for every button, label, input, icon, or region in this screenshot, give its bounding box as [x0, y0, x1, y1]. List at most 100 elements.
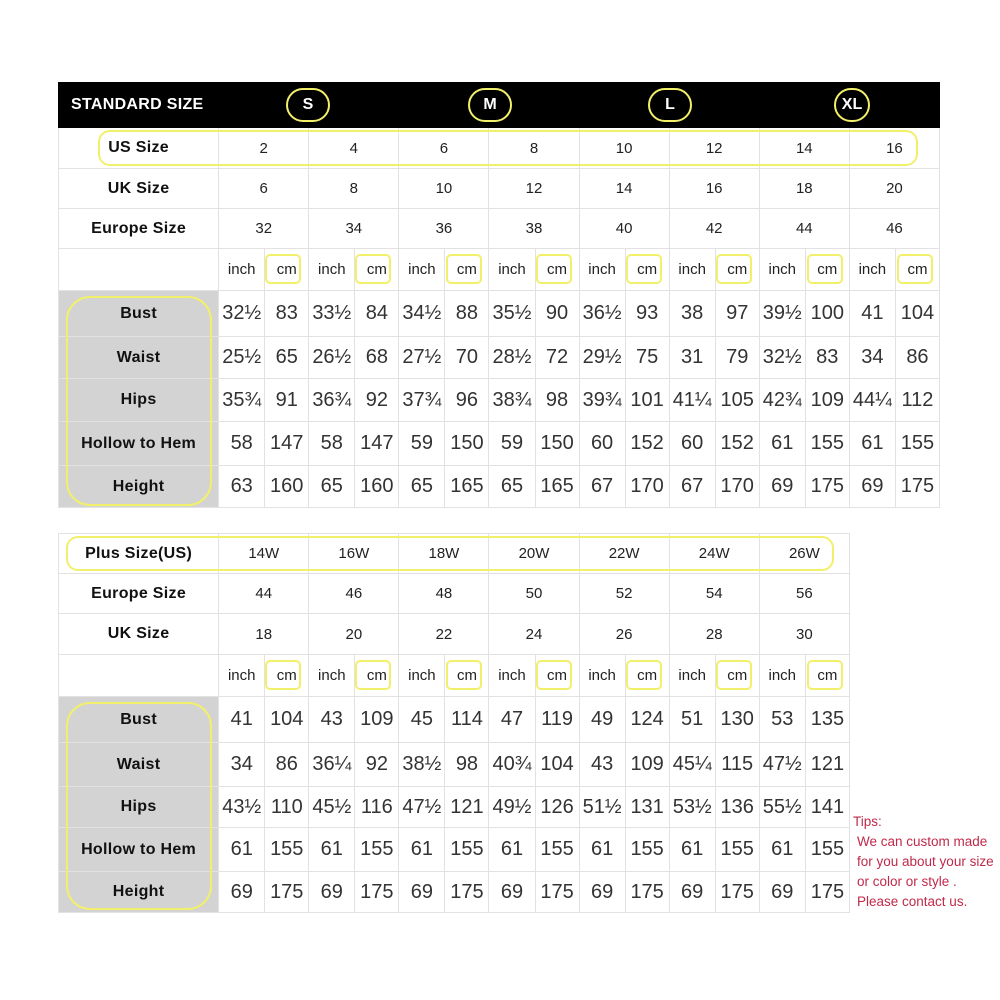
- value-inch: 38¾: [488, 378, 536, 422]
- value-cm: 155: [894, 421, 941, 466]
- value-cm: 147: [264, 421, 310, 466]
- value-cm: 121: [804, 742, 851, 787]
- value-inch: 25½: [218, 336, 266, 379]
- value-cm: 150: [534, 421, 580, 466]
- size-value: 14W: [218, 533, 310, 574]
- value-cm: 165: [444, 465, 490, 508]
- value-inch: 69: [398, 871, 446, 913]
- value-inch: 63: [218, 465, 266, 508]
- measurement-row: Hollow to Hem 58 147 58 147 59 150 59 150 60 152 60…: [57, 421, 941, 466]
- value-inch: 55½: [758, 786, 806, 828]
- value-inch: 36½: [578, 290, 626, 337]
- value-cm: 91: [264, 378, 310, 422]
- value-cm: 175: [534, 871, 580, 913]
- value-cm: 86: [264, 742, 310, 787]
- value-inch: 69: [218, 871, 266, 913]
- table-title: STANDARD SIZE: [57, 82, 220, 128]
- measurement-label: Hips: [57, 378, 220, 422]
- value-cm: 100: [804, 290, 850, 337]
- value-cm: 115: [714, 742, 760, 787]
- value-inch: 28½: [488, 336, 536, 379]
- tips-line: Please contact us.: [857, 894, 968, 909]
- value-cm: 101: [624, 378, 670, 422]
- size-value: 44: [218, 573, 310, 614]
- value-cm: 79: [714, 336, 760, 379]
- value-cm: 147: [354, 421, 400, 466]
- measurement-row: Hips 43½ 110 45½ 116 47½ 121 49½ 126 51½ 131 53½ 136…: [57, 786, 851, 828]
- value-inch: 61: [308, 827, 356, 872]
- size-value: 54: [668, 573, 760, 614]
- row-label: UK Size: [57, 168, 220, 209]
- size-value: 42: [668, 208, 760, 249]
- value-cm: 88: [444, 290, 490, 337]
- unit-cm: cm: [624, 654, 670, 697]
- value-cm: 104: [894, 290, 941, 337]
- size-value: 44: [758, 208, 850, 249]
- value-cm: 114: [444, 696, 490, 743]
- value-inch: 34: [848, 336, 896, 379]
- value-inch: 45: [398, 696, 446, 743]
- measurement-row: Height 69 175 69 175 69 175 69 175 69 175 69 175 69 17…: [57, 871, 851, 913]
- value-cm: 83: [804, 336, 850, 379]
- unit-label-blank: [57, 654, 220, 697]
- size-value: 14: [758, 127, 850, 169]
- value-cm: 90: [534, 290, 580, 337]
- size-value: 6: [398, 127, 490, 169]
- value-inch: 43: [578, 742, 626, 787]
- size-value: 38: [488, 208, 580, 249]
- measurement-label: Hollow to Hem: [57, 827, 220, 872]
- tips-line: for you about your size: [857, 854, 994, 869]
- size-value: 20: [308, 613, 400, 655]
- measurement-row: Bust 32½ 83 33½ 84 34½ 88 35½ 90 36½ 93 38 97 39½ 100 4…: [57, 290, 941, 337]
- value-cm: 175: [714, 871, 760, 913]
- value-cm: 83: [264, 290, 310, 337]
- size-letter-badge: L: [648, 88, 692, 122]
- value-cm: 70: [444, 336, 490, 379]
- size-value: 6: [218, 168, 310, 209]
- value-inch: 38½: [398, 742, 446, 787]
- value-cm: 160: [264, 465, 310, 508]
- measurement-row: Waist 34 86 36¼ 92 38½ 98 40¾ 104 43 109 45¼ 115 47½ 1…: [57, 742, 851, 787]
- unit-label-blank: [57, 248, 220, 291]
- value-cm: 155: [534, 827, 580, 872]
- value-cm: 175: [444, 871, 490, 913]
- value-inch: 60: [668, 421, 716, 466]
- size-value: 18: [218, 613, 310, 655]
- value-inch: 61: [218, 827, 266, 872]
- row-label: Plus Size(US): [57, 533, 220, 574]
- value-cm: 155: [624, 827, 670, 872]
- row-label: US Size: [57, 127, 220, 169]
- value-inch: 32½: [218, 290, 266, 337]
- value-cm: 109: [804, 378, 850, 422]
- size-row: UK Size 6 8 10 12 14 16 18 20: [57, 168, 941, 209]
- value-inch: 41¼: [668, 378, 716, 422]
- value-inch: 31: [668, 336, 716, 379]
- unit-cm: cm: [354, 654, 400, 697]
- value-inch: 33½: [308, 290, 356, 337]
- value-cm: 72: [534, 336, 580, 379]
- unit-inch: inch: [308, 654, 356, 697]
- size-value: 30: [758, 613, 851, 655]
- size-value: 16: [668, 168, 760, 209]
- value-inch: 32½: [758, 336, 806, 379]
- size-value: 16W: [308, 533, 400, 574]
- unit-cm: cm: [444, 654, 490, 697]
- measurement-label: Waist: [57, 742, 220, 787]
- unit-inch: inch: [758, 248, 806, 291]
- value-inch: 51: [668, 696, 716, 743]
- size-value: 4: [308, 127, 400, 169]
- value-cm: 175: [804, 465, 850, 508]
- tips-note: Tips: We can custom made for you about y…: [853, 812, 994, 912]
- unit-cm: cm: [804, 654, 851, 697]
- size-value: 12: [668, 127, 760, 169]
- measurement-label: Bust: [57, 290, 220, 337]
- size-value: 8: [488, 127, 580, 169]
- measurement-label: Waist: [57, 336, 220, 379]
- size-value: 22: [398, 613, 490, 655]
- size-row: UK Size 18 20 22 24 26 28 30: [57, 613, 851, 655]
- value-cm: 155: [354, 827, 400, 872]
- unit-inch: inch: [668, 654, 716, 697]
- value-cm: 170: [624, 465, 670, 508]
- value-inch: 47½: [758, 742, 806, 787]
- size-value: 40: [578, 208, 670, 249]
